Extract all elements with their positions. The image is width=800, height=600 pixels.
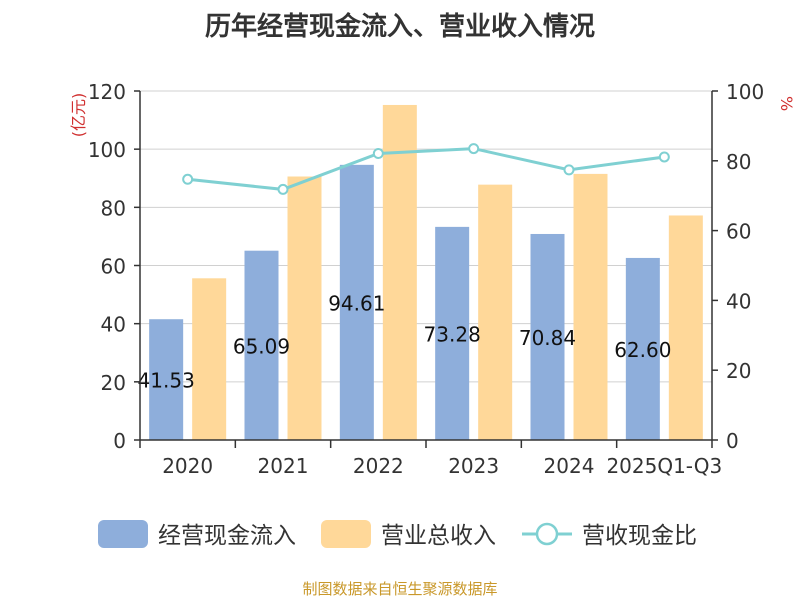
x-axis-tick-label: 2025Q1-Q3 xyxy=(606,454,722,478)
legend-label: 营业总收入 xyxy=(381,523,496,549)
legend-swatch xyxy=(98,520,148,548)
x-axis-tick-label: 2022 xyxy=(353,454,404,478)
chart-title: 历年经营现金流入、营业收入情况 xyxy=(204,12,595,42)
bar-经营现金流入 xyxy=(625,257,660,440)
x-axis-tick-label: 2023 xyxy=(448,454,499,478)
bar-data-label: 73.28 xyxy=(424,322,481,346)
bar-经营现金流入 xyxy=(530,233,565,440)
bar-营业总收入 xyxy=(192,278,227,440)
left-axis-unit-label: (亿元) xyxy=(69,93,88,138)
bar-经营现金流入 xyxy=(244,250,279,440)
bar-营业总收入 xyxy=(478,184,513,440)
left-axis-tick-label: 60 xyxy=(101,255,126,279)
grid-lines xyxy=(140,90,712,383)
x-axis-tick-label: 2021 xyxy=(258,454,309,478)
right-axis-tick-label: 0 xyxy=(726,429,739,453)
bar-经营现金流入 xyxy=(339,164,374,440)
x-axis-tick-label: 2020 xyxy=(162,454,213,478)
bar-data-label: 65.09 xyxy=(233,334,290,358)
right-axis-tick-label: 60 xyxy=(726,220,751,244)
right-axis-tick-label: 100 xyxy=(726,80,764,104)
right-axis-tick-label: 80 xyxy=(726,150,751,174)
right-axis-unit-label: % xyxy=(777,96,796,111)
bar-data-label: 41.53 xyxy=(138,369,195,393)
source-note: 制图数据来自恒生聚源数据库 xyxy=(302,580,498,598)
left-axis-tick-label: 120 xyxy=(88,80,126,104)
right-axis-tick-label: 40 xyxy=(726,289,751,313)
line-point xyxy=(182,173,194,185)
line-point xyxy=(658,151,670,163)
legend-swatch xyxy=(321,520,371,548)
left-axis-tick-label: 40 xyxy=(101,313,126,337)
legend-label: 经营现金流入 xyxy=(158,523,296,549)
bar-经营现金流入 xyxy=(435,226,470,440)
legend[interactable]: 经营现金流入 营业总收入 营收现金比 xyxy=(98,520,697,549)
right-axis-tick-label: 20 xyxy=(726,359,751,383)
left-axis-tick-label: 80 xyxy=(101,196,126,220)
left-axis-tick-label: 20 xyxy=(101,371,126,395)
bar-营业总收入 xyxy=(573,173,608,440)
bar-data-label: 94.61 xyxy=(328,291,385,315)
bar-data-label: 62.60 xyxy=(614,338,671,362)
line-layer xyxy=(182,143,670,195)
left-axis-tick-label: 0 xyxy=(113,429,126,453)
line-point xyxy=(372,147,384,159)
line-营收现金比 xyxy=(187,147,665,191)
left-axis-tick-label: 100 xyxy=(88,138,126,162)
bar-data-label: 70.84 xyxy=(519,326,576,350)
bar-layer xyxy=(149,104,703,441)
legend-marker xyxy=(535,522,559,546)
bar-data-labels: 41.53 65.09 94.61 73.28 70.84 62.60 xyxy=(138,291,672,392)
legend-label: 营收现金比 xyxy=(582,523,697,549)
bar-经营现金流入 xyxy=(149,319,184,440)
bar-营业总收入 xyxy=(382,104,417,441)
line-point xyxy=(277,183,289,195)
bar-营业总收入 xyxy=(668,215,703,440)
line-point xyxy=(468,143,480,155)
bar-营业总收入 xyxy=(287,176,322,440)
x-axis-tick-label: 2024 xyxy=(544,454,595,478)
line-point xyxy=(563,164,575,176)
